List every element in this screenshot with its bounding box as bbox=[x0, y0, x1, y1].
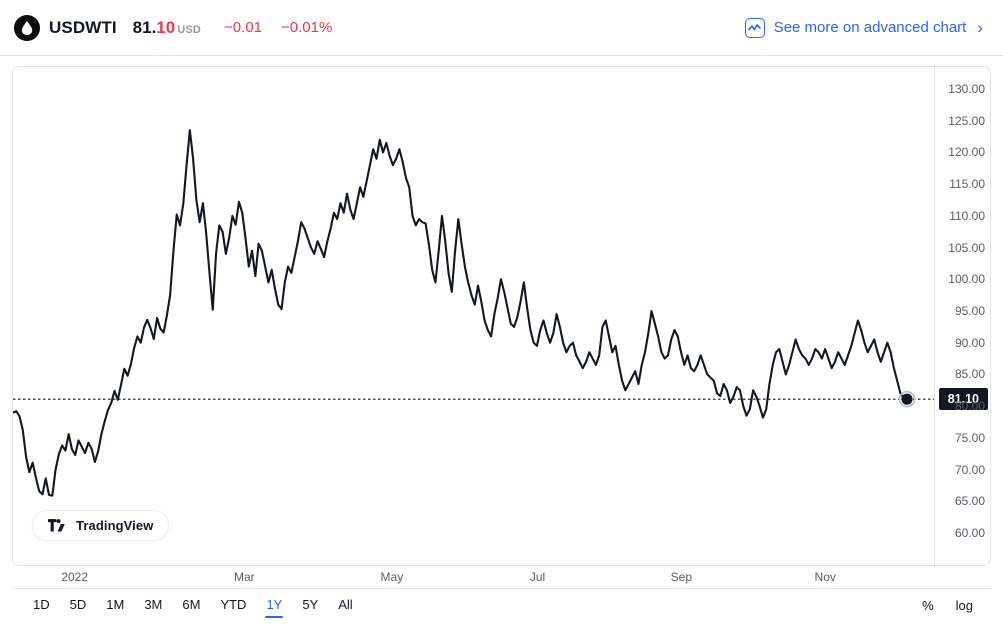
chevron-right-icon: › bbox=[977, 18, 983, 37]
see-more-advanced-chart-link[interactable]: See more on advanced chart › bbox=[744, 17, 989, 38]
price-currency: USD bbox=[177, 23, 202, 36]
percent-scale-toggle[interactable]: % bbox=[922, 598, 934, 613]
price-decimal-part: 10 bbox=[156, 17, 176, 37]
price-axis-tick: 130.00 bbox=[948, 82, 985, 96]
change-absolute: −0.01 bbox=[224, 19, 263, 36]
time-axis-tick: May bbox=[380, 570, 404, 584]
range-button-6m[interactable]: 6M bbox=[182, 597, 201, 612]
last-price-marker-ring bbox=[898, 390, 916, 408]
range-button-5y[interactable]: 5Y bbox=[302, 597, 319, 612]
widget-header: USDWTI 81. 10 USD −0.01 −0.01% See more on… bbox=[0, 0, 1003, 56]
change-percent: −0.01% bbox=[281, 19, 333, 36]
range-button-ytd[interactable]: YTD bbox=[220, 597, 247, 612]
log-scale-toggle[interactable]: log bbox=[955, 598, 973, 613]
last-price-marker bbox=[901, 393, 913, 405]
range-button-1y[interactable]: 1Y bbox=[259, 593, 289, 618]
price-integer-part: 81. bbox=[132, 17, 157, 37]
time-axis: 2022 Mar May Jul Sep Nov bbox=[12, 566, 991, 590]
price-axis-tick: 100.00 bbox=[948, 272, 985, 287]
symbol-quote-block[interactable]: USDWTI 81. 10 USD −0.01 −0.01% bbox=[14, 14, 333, 41]
price-axis[interactable]: 81.10 130.00 125.00 120.00 115.00 110.00 105.… bbox=[936, 67, 990, 565]
price-axis-tick: 85.00 bbox=[954, 367, 985, 382]
price-axis-tick: 80.00 bbox=[954, 399, 985, 414]
price-series-line bbox=[13, 129, 909, 497]
time-axis-tick: Nov bbox=[814, 570, 836, 584]
price-axis-tick: 75.00 bbox=[954, 430, 985, 445]
price-axis-tick: 60.00 bbox=[954, 526, 985, 540]
widget-footer: 1D 5D 1M 3M 6M YTD 1Y 5Y All % log bbox=[12, 588, 991, 622]
scale-options[interactable]: % log bbox=[918, 595, 977, 616]
time-axis-tick: Mar bbox=[234, 570, 255, 584]
price-axis-tick: 110.00 bbox=[949, 208, 985, 223]
range-selector[interactable]: 1D 5D 1M 3M 6M YTD 1Y 5Y All bbox=[26, 593, 360, 618]
price-axis-tick: 125.00 bbox=[948, 113, 985, 128]
range-button-5d[interactable]: 5D bbox=[69, 597, 87, 612]
time-axis-tick: 2022 bbox=[61, 570, 89, 584]
price-axis-tick: 65.00 bbox=[954, 494, 985, 509]
chart-panel: TradingView 81.10 130.00 125.00 120.00 115.… bbox=[12, 66, 991, 566]
price-axis-tick: 120.00 bbox=[948, 145, 985, 160]
range-button-3m[interactable]: 3M bbox=[144, 597, 163, 612]
time-axis-tick: Jul bbox=[529, 570, 546, 584]
price-axis-tick: 70.00 bbox=[954, 462, 985, 477]
price-axis-tick: 95.00 bbox=[954, 304, 985, 318]
tradingview-logo-icon bbox=[48, 519, 68, 532]
tradingview-attribution-badge[interactable]: TradingView bbox=[32, 510, 170, 541]
price-axis-tick: 115.00 bbox=[949, 177, 985, 192]
last-price: 81. 10 USD bbox=[133, 18, 201, 38]
price-axis-tick: 105.00 bbox=[948, 240, 985, 255]
current-price-badge: 81.10 bbox=[938, 388, 988, 411]
tradingview-label: TradingView bbox=[76, 518, 154, 533]
advanced-chart-label: See more on advanced chart bbox=[773, 19, 967, 36]
symbol-name: USDWTI bbox=[49, 17, 117, 37]
range-button-1m[interactable]: 1M bbox=[106, 597, 125, 612]
oil-drop-icon bbox=[14, 14, 40, 41]
range-button-all[interactable]: All bbox=[338, 597, 353, 612]
range-button-1d[interactable]: 1D bbox=[33, 597, 50, 612]
line-chart-icon bbox=[744, 17, 765, 38]
chart-plot-area[interactable]: TradingView bbox=[13, 67, 935, 565]
time-axis-tick: Sep bbox=[670, 570, 693, 584]
price-line-chart bbox=[13, 129, 934, 497]
price-axis-tick: 90.00 bbox=[954, 335, 985, 350]
